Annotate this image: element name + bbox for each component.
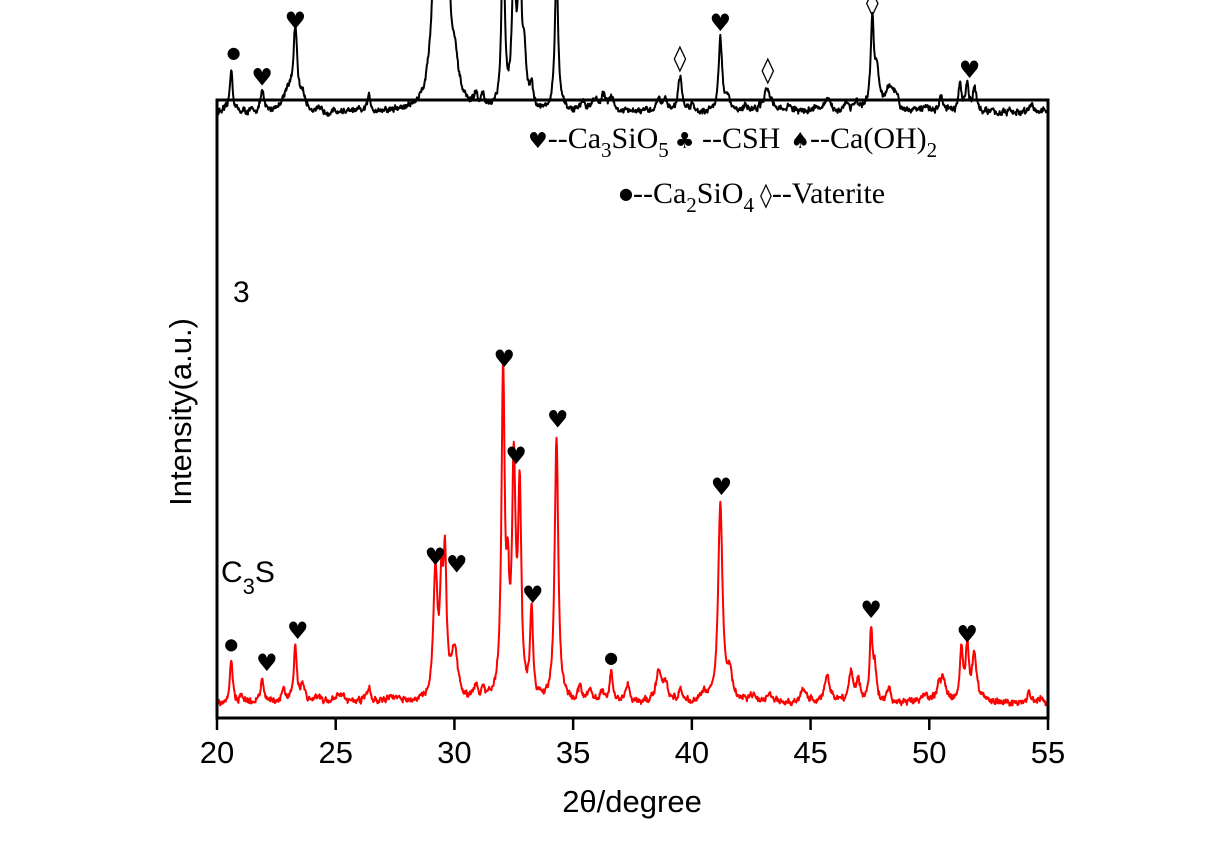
- annotation-heart-icon: ♥: [494, 345, 516, 373]
- legend-dot-sub2: 4: [743, 193, 754, 217]
- annotation-heart-icon: ♥: [251, 63, 273, 91]
- legend-spade-text: --Ca(OH): [810, 122, 927, 155]
- legend-spade-icon: ♠: [790, 129, 810, 154]
- x-axis-title: 2θ/degree: [562, 784, 702, 819]
- annotation-heart-icon: ♥: [959, 56, 981, 84]
- annotation-diamond-icon: ◊: [761, 56, 774, 86]
- legend-club-icon: ♣: [675, 129, 695, 154]
- annotation-dot-icon: ●: [224, 635, 238, 654]
- annotation-heart-icon: ♥: [522, 581, 544, 609]
- annotation-heart-icon: ♥: [425, 543, 447, 571]
- legend: ♥--Ca3SiO5 ♣ --CSH ♠--Ca(OH)2 ●--Ca2SiO4 ◊-…: [528, 122, 937, 217]
- annotation-diamond-icon: ◊: [866, 0, 879, 18]
- x-tick-label-25: 25: [318, 735, 352, 770]
- annotation-heart-icon: ♥: [256, 649, 278, 677]
- annotation-heart-icon: ♥: [446, 550, 468, 578]
- legend-heart-icon: ♥: [528, 129, 548, 154]
- series-label-c3s-tail: S: [255, 556, 275, 589]
- legend-heart-text2: SiO: [612, 122, 659, 155]
- legend-spade-sub: 2: [927, 138, 938, 162]
- annotation-heart-icon: ♥: [957, 621, 979, 649]
- x-tick-label-50: 50: [912, 735, 946, 770]
- y-axis-title: Intensity(a.u.): [163, 318, 198, 506]
- annotation-diamond-icon: ◊: [674, 43, 687, 73]
- series-label-c3s: C3S: [221, 556, 275, 599]
- legend-dot-sub: 2: [686, 193, 697, 217]
- legend-dot-text: --Ca: [633, 177, 686, 210]
- x-tick-label-30: 30: [437, 735, 471, 770]
- series-line-3: [216, 0, 1049, 117]
- annotation-dot-icon: ●: [604, 648, 618, 667]
- legend-dot-text2: SiO: [697, 177, 744, 210]
- curves: [216, 0, 1049, 707]
- x-tick-label-40: 40: [675, 735, 709, 770]
- x-axis-ticks: [215, 718, 1050, 730]
- legend-dot-icon: ●: [619, 184, 633, 203]
- x-tick-label-20: 20: [200, 735, 234, 770]
- legend-heart-sub: 3: [601, 138, 612, 162]
- series-label-c3s-main: C: [221, 556, 243, 589]
- series-label-c3s-sub: 3: [243, 574, 255, 599]
- annotation-heart-icon: ♥: [505, 442, 527, 470]
- legend-heart-text: --Ca: [548, 122, 601, 155]
- x-axis-tick-labels: 20 25 30 35 40 45 50 55: [200, 735, 1065, 770]
- plot-frame: [215, 98, 1050, 720]
- legend-line-1: ♥--Ca3SiO5 ♣ --CSH ♠--Ca(OH)2: [528, 122, 937, 162]
- series-line-c3s: [216, 359, 1049, 707]
- x-tick-label-45: 45: [793, 735, 827, 770]
- legend-diamond-text: --Vaterite: [772, 177, 885, 210]
- annotation-heart-icon: ♥: [287, 617, 309, 645]
- legend-heart-sub2: 5: [658, 138, 669, 162]
- plot-area: ●♥♥♣♥♥♠◊♥◊◊♥●♥♥♥♥♥♥♥♥●♥♥♥: [215, 0, 1050, 720]
- annotation-dot-icon: ●: [227, 43, 241, 62]
- x-tick-label-55: 55: [1031, 735, 1065, 770]
- annotation-heart-icon: ♥: [710, 9, 732, 37]
- legend-club-text: --CSH: [694, 122, 780, 155]
- annotation-heart-icon: ♥: [860, 596, 882, 624]
- x-tick-label-35: 35: [556, 735, 590, 770]
- series-label-3: 3: [233, 276, 250, 309]
- legend-line-2: ●--Ca2SiO4 ◊--Vaterite: [619, 177, 885, 217]
- peak-annotations: ●♥♥♣♥♥♠◊♥◊◊♥●♥♥♥♥♥♥♥♥●♥♥♥: [224, 0, 980, 677]
- legend-diamond-icon: ◊: [760, 181, 772, 209]
- annotation-heart-icon: ♥: [711, 473, 733, 501]
- annotation-heart-icon: ♥: [547, 405, 569, 433]
- annotation-heart-icon: ♥: [285, 7, 307, 35]
